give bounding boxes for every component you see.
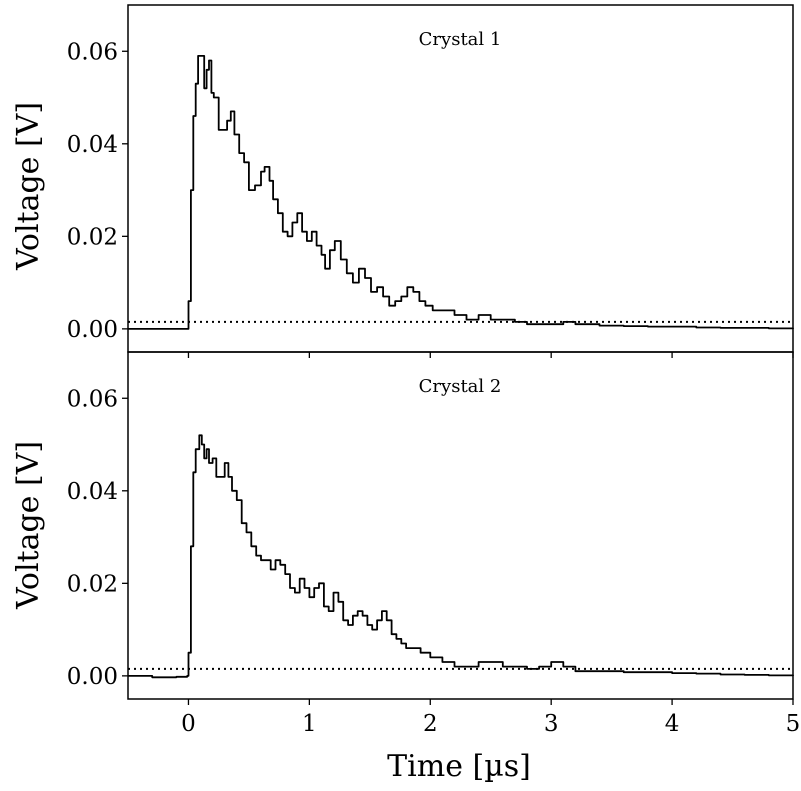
x-tick-label: 2 xyxy=(423,711,438,737)
y-axis-label: Voltage [V] xyxy=(11,441,46,610)
series-line xyxy=(128,55,794,330)
panel-title: Crystal 2 xyxy=(419,376,502,397)
x-tick-label: 0 xyxy=(181,711,196,737)
y-tick-label: 0.02 xyxy=(67,571,118,597)
y-tick-label: 0.04 xyxy=(67,132,118,158)
x-tick-label: 1 xyxy=(302,711,317,737)
plot-frame xyxy=(127,4,794,353)
y-tick-label: 0.00 xyxy=(67,317,118,343)
x-tick-label: 5 xyxy=(786,711,801,737)
series-line xyxy=(128,434,794,679)
y-tick-label: 0.00 xyxy=(67,664,118,690)
y-tick-label: 0.06 xyxy=(67,39,118,65)
y-axis-label: Voltage [V] xyxy=(11,102,46,271)
chart-panel-crystal-2: Crystal 2 Voltage [V] 0.00 0.02 0.04 0.06 0 1… xyxy=(11,351,801,737)
x-tick-label: 3 xyxy=(544,711,559,737)
plot-frame xyxy=(127,351,794,700)
y-tick-label: 0.06 xyxy=(67,386,118,412)
y-tick-label: 0.02 xyxy=(67,224,118,250)
panel-title: Crystal 1 xyxy=(419,29,502,50)
y-tick-label: 0.04 xyxy=(67,479,118,505)
chart-panel-crystal-1: Crystal 1 Voltage [V] 0.00 0.02 0.04 0.06 xyxy=(11,4,794,358)
x-axis-label: Time [µs] xyxy=(387,749,531,784)
x-tick-label: 4 xyxy=(665,711,680,737)
